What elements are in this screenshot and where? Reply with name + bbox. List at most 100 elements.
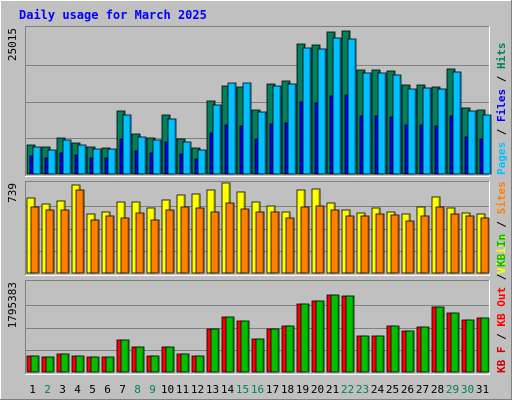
- legend-entry-kbytes-1: /: [495, 327, 508, 347]
- bar-hits-day-6-pages: [107, 148, 117, 175]
- bar-hits-day-26-pages: [407, 88, 417, 175]
- bar-visits-day-8-sites: [135, 212, 145, 274]
- legend-entry-hits-0: Pages: [495, 142, 508, 175]
- bar-hits-pages: [182, 141, 192, 175]
- bar-kbytes-day-16-kb-in: [255, 338, 265, 373]
- x-tick-label: 15: [236, 383, 249, 396]
- bar-hits-pages: [257, 111, 267, 175]
- bar-hits-pages: [272, 85, 282, 175]
- bar-kbytes-day-22-kb-in: [345, 295, 355, 373]
- x-tick-label: 19: [296, 383, 309, 396]
- bar-hits-day-25-pages: [392, 74, 402, 175]
- panel-hits: 25015 Pages / Files / Hits: [6, 26, 508, 177]
- bar-visits-day-29-sites: [450, 213, 460, 274]
- bar-kbytes-kb-in: [210, 328, 220, 373]
- bar-kbytes-day-17-kb-in: [270, 328, 280, 373]
- bar-kbytes-kb-in: [285, 325, 295, 373]
- panel-visits-max-label: 739: [6, 183, 19, 203]
- bar-visits-sites: [135, 212, 145, 274]
- bar-kbytes-kb-in: [60, 353, 70, 373]
- bar-hits-day-10-pages: [167, 118, 177, 175]
- x-tick-label: 5: [89, 383, 96, 396]
- bar-visits-sites: [390, 214, 400, 274]
- bar-kbytes-kb-in: [255, 338, 265, 373]
- bar-kbytes-day-10-kb-in: [165, 346, 175, 373]
- bar-visits-sites: [195, 207, 205, 274]
- bar-visits-day-11-sites: [180, 206, 190, 274]
- chart-panels: 25015 Pages / Files / Hits 739 Visits / Sit…: [6, 26, 508, 375]
- bar-visits-day-1-sites: [30, 206, 40, 274]
- bar-visits-sites: [405, 220, 415, 274]
- x-tick-label: 22: [341, 383, 354, 396]
- panel-visits-legend: Visits / Sites: [495, 181, 508, 274]
- bar-kbytes-kb-in: [45, 356, 55, 373]
- x-tick-label: 20: [311, 383, 324, 396]
- bar-visits-day-4-sites: [75, 189, 85, 274]
- x-tick-label: 12: [191, 383, 204, 396]
- bar-kbytes-day-2-kb-in: [45, 356, 55, 373]
- bar-visits-sites: [75, 189, 85, 274]
- x-tick-label: 24: [371, 383, 385, 396]
- bar-hits-day-30-pages: [467, 110, 477, 175]
- bar-visits-sites: [45, 209, 55, 274]
- bar-visits-day-6-sites: [105, 215, 115, 274]
- bar-kbytes-day-13-kb-in: [210, 328, 220, 373]
- bar-kbytes-kb-in: [405, 330, 415, 373]
- bar-visits-sites: [180, 206, 190, 274]
- legend-entry-hits-2: Files: [495, 89, 508, 122]
- bar-hits-pages: [227, 82, 237, 175]
- bar-visits-sites: [285, 217, 295, 274]
- bar-kbytes-day-14-kb-in: [225, 316, 235, 373]
- bar-hits-pages: [437, 88, 447, 175]
- bar-visits-sites: [345, 215, 355, 274]
- bar-kbytes-day-1-kb-in: [30, 355, 40, 373]
- bar-hits-day-16-pages: [257, 111, 267, 175]
- bar-visits-sites: [150, 219, 160, 274]
- bar-kbytes-kb-in: [180, 353, 190, 373]
- bar-kbytes-day-28-kb-in: [435, 306, 445, 373]
- panel-hits-legend: Pages / Files / Hits: [495, 43, 508, 176]
- bar-kbytes-day-7-kb-in: [120, 339, 130, 373]
- bar-kbytes-kb-in: [150, 355, 160, 373]
- bar-hits-pages: [347, 38, 357, 175]
- bar-kbytes-day-6-kb-in: [105, 356, 115, 373]
- bar-kbytes-kb-in: [30, 355, 40, 373]
- bar-visits-sites: [360, 215, 370, 274]
- bar-hits-day-4-pages: [77, 144, 87, 175]
- x-tick-label: 14: [221, 383, 235, 396]
- chart-title: Daily usage for March 2025: [19, 8, 207, 22]
- bar-visits-day-27-sites: [420, 215, 430, 274]
- panel-hits-max-label: 25015: [6, 28, 19, 61]
- bar-kbytes-kb-in: [465, 319, 475, 373]
- bar-kbytes-day-15-kb-in: [240, 320, 250, 373]
- bar-hits-day-8-pages: [137, 136, 147, 175]
- bar-hits-pages: [362, 72, 372, 175]
- bar-kbytes-day-30-kb-in: [465, 319, 475, 373]
- bar-kbytes-kb-in: [120, 339, 130, 373]
- bar-kbytes-day-3-kb-in: [60, 353, 70, 373]
- bar-kbytes-kb-in: [225, 316, 235, 373]
- panel-visits: 739 Visits / Sites: [6, 181, 508, 276]
- x-tick-label: 21: [326, 383, 339, 396]
- legend-entry-visits-1: /: [495, 214, 508, 234]
- bar-visits-sites: [90, 219, 100, 274]
- bar-visits-sites: [255, 211, 265, 274]
- bar-kbytes-kb-in: [480, 317, 490, 373]
- bar-visits-sites: [465, 215, 475, 274]
- bar-hits-pages: [197, 149, 207, 175]
- bar-kbytes-day-5-kb-in: [90, 356, 100, 373]
- bar-hits-day-23-pages: [362, 72, 372, 175]
- bar-kbytes-day-27-kb-in: [420, 326, 430, 373]
- bar-visits-day-3-sites: [60, 209, 70, 274]
- bar-hits-pages: [47, 149, 57, 175]
- bar-visits-day-18-sites: [285, 217, 295, 274]
- bar-kbytes-day-26-kb-in: [405, 330, 415, 373]
- bar-kbytes-day-21-kb-in: [330, 294, 340, 373]
- bar-visits-day-10-sites: [165, 209, 175, 274]
- bar-visits-day-20-sites: [315, 205, 325, 274]
- bar-hits-day-13-pages: [212, 104, 222, 175]
- bar-hits-day-12-pages: [197, 149, 207, 175]
- bar-kbytes-kb-in: [90, 356, 100, 373]
- x-tick-label: 10: [161, 383, 174, 396]
